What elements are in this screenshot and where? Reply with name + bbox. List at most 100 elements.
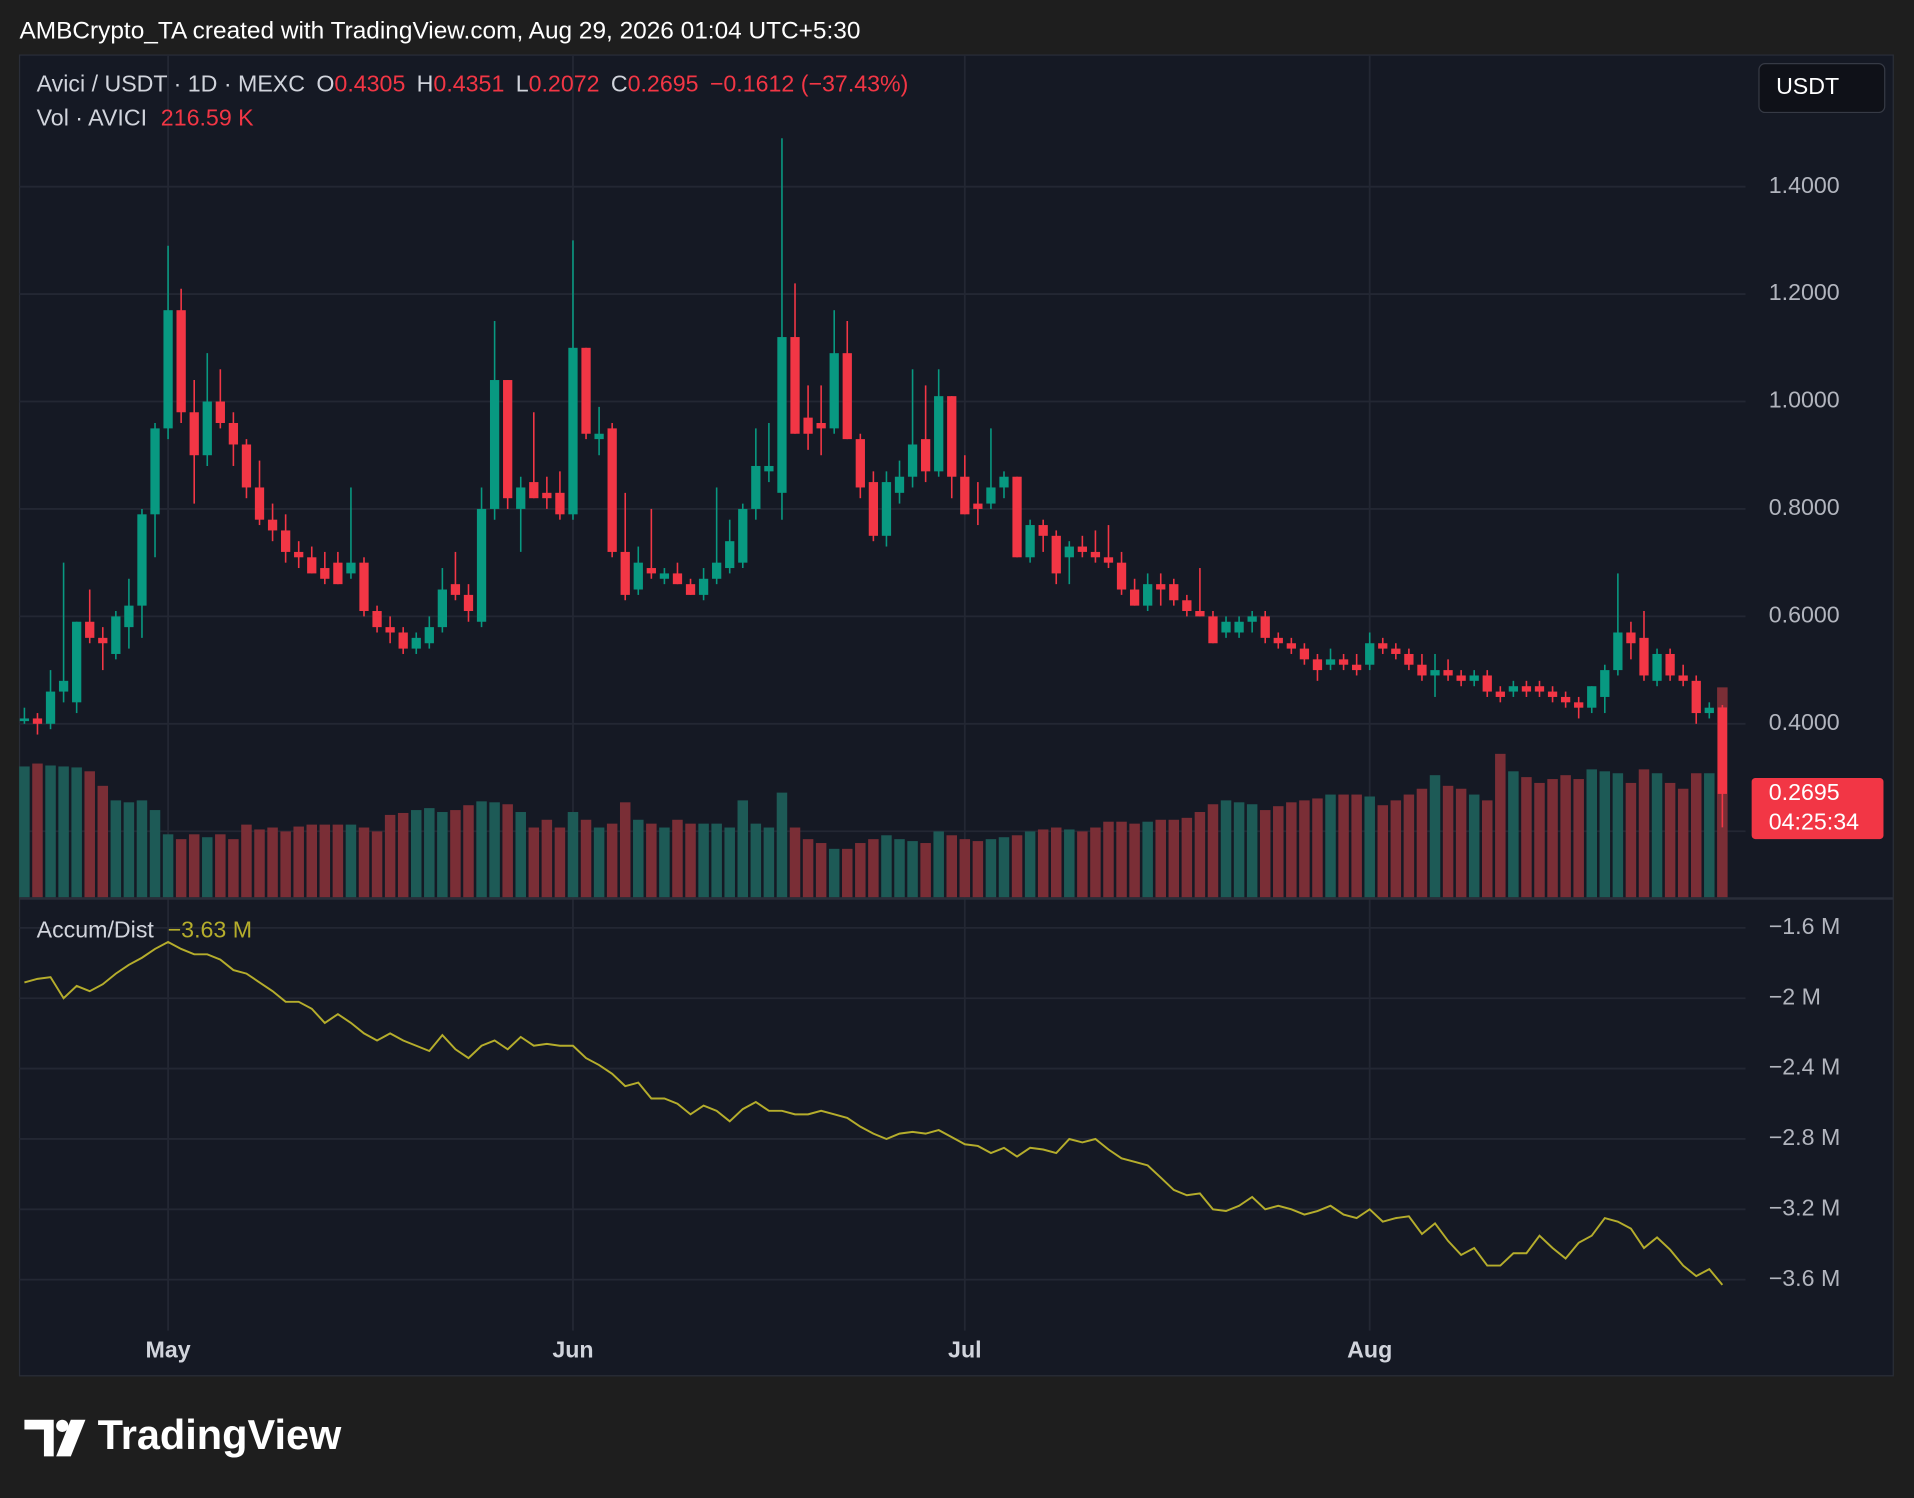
legend-change: −0.1612 (−37.43%) [710,71,909,97]
volume-bar [1116,821,1127,898]
ad-line [24,940,1724,1286]
volume-bar [1612,773,1624,898]
candle-body [1103,557,1114,563]
candle-body [1547,691,1558,697]
candle-body [1260,616,1270,638]
header: AMBCrypto_TA created with TradingView.co… [20,17,861,44]
volume-bar [1586,769,1597,898]
volume-bar [1455,788,1467,898]
candle-body [920,439,931,472]
candle-body [1208,616,1218,644]
volume-bar [672,819,683,898]
volume-bar [802,839,814,898]
volume-bar [1037,829,1049,898]
x-tick-label: Jun [552,1337,593,1363]
candle-body [385,627,395,633]
candle-body [1077,546,1088,552]
volume-bar [881,835,892,898]
candle-body [1717,707,1727,794]
volume-bar [476,801,487,898]
volume-bar [959,839,971,898]
candle-body [1678,675,1688,681]
candle-body [463,594,474,612]
volume-bar [920,843,931,898]
volume-bar [424,808,435,898]
ad-tick-label: −2.4 M [1769,1054,1841,1080]
candle-body [85,621,95,638]
candle-body [1169,584,1179,601]
y-tick-label: 0.6000 [1769,602,1840,628]
candle-body [19,718,30,722]
volume-bar [371,831,383,898]
volume-bar [1416,788,1428,898]
candle-body [111,616,121,654]
candle-body [1312,659,1323,671]
volume-bar [280,831,291,898]
candle-body [32,718,43,724]
volume-bar [358,827,370,898]
candle-body [398,632,408,649]
candle-body [542,492,552,499]
candle-body [241,444,252,488]
candle-body [1352,664,1362,671]
volume-bar [136,800,148,898]
candle-body [72,621,82,703]
currency-button[interactable] [1758,62,1886,114]
candle-body [659,573,670,579]
legend-label: L [516,71,529,97]
candle-body [215,401,225,424]
volume-bar [1011,835,1023,898]
candle-body [516,487,526,509]
volume-bar [1664,782,1676,898]
volume-bar [489,802,500,898]
volume-bar [724,827,735,898]
candle-body [1143,584,1153,606]
candle-body [489,380,500,509]
volume-bar [1090,827,1101,898]
candle-body [98,637,108,644]
candle-body [1404,653,1414,665]
volume-bar [646,823,657,898]
currency-button-label[interactable]: USDT [1776,73,1839,99]
candle-body [1234,621,1244,633]
volume-bar [1508,771,1519,898]
ohlc-legend: Avici / USDT · 1D · MEXC O0.4305 H0.4351… [37,71,909,97]
candle-body [1156,584,1166,590]
volume-bar [1077,831,1088,898]
price-tag-value: 0.2695 [1769,779,1840,805]
candle-body [764,465,774,472]
volume-bar [1273,806,1284,898]
candle-body [1482,675,1492,692]
candle-body [1587,686,1597,708]
volume-bar [737,800,749,898]
volume-bar [175,839,187,898]
volume-bar [84,771,95,898]
volume-bar [1142,821,1153,898]
candle-body [346,562,356,574]
volume-bar [972,841,984,898]
x-tick-label: Jul [948,1337,982,1363]
candle-body [1051,535,1061,574]
volume-bar [750,823,762,898]
volume-bar [1377,805,1389,898]
volume-bar [410,810,422,898]
volume-bar [1560,775,1571,898]
volume-bar [228,839,239,898]
price-tag [1751,778,1884,840]
candle-body [1378,643,1388,649]
candle-body [333,562,343,585]
candle-body [1574,702,1584,708]
volume-bar [32,763,43,898]
candle-body [620,551,630,595]
price-tag-countdown: 04:25:34 [1769,808,1859,834]
candle-body [1116,562,1127,590]
candle-body [189,412,199,456]
volume-bar [580,819,592,898]
candle-body [1443,670,1453,676]
volume-bar [215,834,226,898]
volume-bar [946,835,957,898]
volume-bar [1429,775,1441,898]
volume-bar [502,804,513,898]
candle-layer [19,138,1727,828]
volume-bar [515,812,526,898]
